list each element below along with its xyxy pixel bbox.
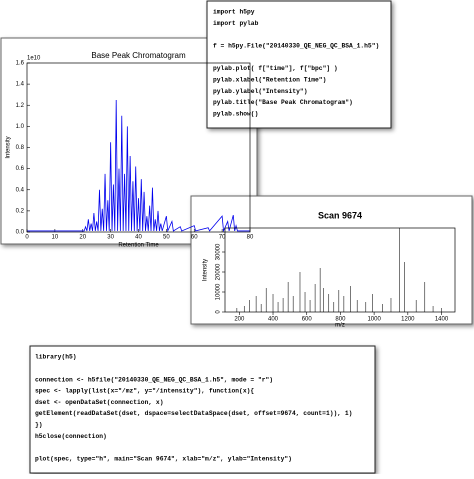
code-line: }) — [35, 421, 43, 428]
y-tick-label: 0.4 — [16, 187, 25, 193]
chart-window — [190, 195, 473, 325]
y-tick-label: 0.6 — [16, 166, 25, 172]
x-tick-label: 1200 — [401, 317, 415, 323]
y-tick-label: 30000 — [216, 243, 222, 260]
chromatogram-line — [27, 99, 250, 233]
code-line: pylab.ylabel("Intensity") — [213, 88, 307, 95]
code-line: import h5py — [213, 9, 255, 16]
y-scale-label: 1e10 — [27, 56, 41, 62]
y-tick-label: 10000 — [216, 283, 222, 300]
x-tick-label: 70 — [219, 235, 226, 241]
code-line: pylab.title("Base Peak Chromatogram") — [213, 99, 353, 106]
code-block: library(h5) connection <- h5file("2014033… — [35, 354, 352, 463]
code-window — [206, 0, 392, 129]
code-window — [29, 345, 376, 474]
chart-title: Base Peak Chromatogram — [91, 51, 186, 60]
x-tick-label: 1400 — [435, 317, 449, 323]
x-tick-label: 80 — [247, 235, 254, 241]
y-tick-label: 1.6 — [16, 61, 25, 67]
chart-title: Scan 9674 — [318, 210, 362, 220]
y-tick-label: 0 — [216, 310, 222, 314]
y-axis-label: Intensity — [6, 136, 12, 158]
code-line: spec <- lapply(list(x="/mz", y="/intensi… — [35, 388, 254, 395]
x-tick-label: 0 — [25, 235, 29, 241]
code-line: dset <- openDataSet(connection, x) — [35, 399, 163, 406]
y-tick-label: 1.0 — [16, 124, 25, 130]
code-line: pylab.xlabel("Retention Time") — [213, 76, 326, 83]
y-axis-label: Intensity — [203, 259, 209, 281]
x-tick-label: 20 — [79, 235, 86, 241]
x-tick-label: 30 — [107, 235, 114, 241]
code-line: import pylab — [213, 20, 259, 27]
x-tick-label: 50 — [163, 235, 170, 241]
code-line: library(h5) — [35, 354, 77, 361]
x-tick-label: 10 — [52, 235, 59, 241]
x-tick-label: 1000 — [367, 317, 381, 323]
x-tick-label: 800 — [335, 317, 346, 323]
code-block: import h5py import pylab f = h5py.File("20… — [213, 9, 379, 118]
code-line: pylab.show() — [213, 110, 258, 117]
x-axis-label: Retention Time — [118, 243, 159, 249]
x-tick-label: 40 — [135, 235, 142, 241]
y-tick-label: 20000 — [216, 263, 222, 280]
y-tick-label: 1.4 — [16, 82, 25, 88]
y-tick-label: 0.8 — [16, 145, 25, 151]
code-line: plot(spec, type="h", main="Scan 9674", x… — [35, 455, 292, 462]
y-tick-label: 1.2 — [16, 103, 25, 109]
code-line: getElement(readDataSet(dset, dspace=sele… — [35, 410, 352, 417]
x-tick-label: 400 — [268, 317, 279, 323]
plot-frame — [26, 62, 251, 233]
x-tick-label: 600 — [302, 317, 313, 323]
y-tick-label: 0.0 — [16, 230, 25, 236]
x-tick-label: 200 — [234, 317, 245, 323]
x-tick-label: 60 — [191, 235, 198, 241]
code-line: f = h5py.File("20140330_QE_NEG_QC_BSA_1.… — [213, 43, 379, 50]
code-line: connection <- h5file("20140330_QE_NEG_QC… — [35, 376, 273, 383]
x-axis-label: m/z — [335, 323, 345, 329]
code-line: pylab.plot( f["time"], f["bpc"] ) — [213, 65, 338, 72]
y-tick-label: 0.2 — [16, 208, 25, 214]
plot-frame — [224, 227, 456, 313]
code-line: h5close(connection) — [35, 433, 107, 440]
